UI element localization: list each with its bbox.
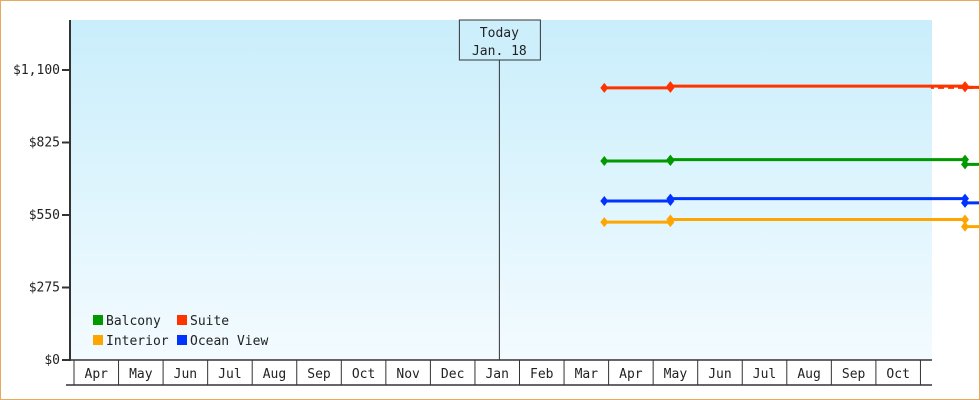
data-point [666,196,675,207]
data-point [961,221,969,232]
x-tick-label: Jun [174,367,197,382]
data-point [600,82,609,93]
y-tick-label: $825 [29,136,60,151]
x-tick-label: Apr [85,367,109,382]
x-tick-label: Oct [352,367,375,382]
data-point [600,155,609,166]
today-box [458,19,541,61]
legend-swatch [93,315,103,325]
today-date: Jan. 18 [472,44,527,59]
y-tick-label: $0 [44,353,60,368]
legend-swatch [177,315,187,325]
history-line-suite [604,84,979,90]
data-point [666,82,675,93]
x-tick-label: Sep [307,367,331,382]
legend-label: Suite [190,314,229,329]
x-tick-label: Jan [485,367,508,382]
data-point [666,217,675,228]
today-label: Today [480,26,519,41]
x-tick-label: Oct [886,367,909,382]
y-tick-label: $1,100 [13,63,60,78]
data-point [666,155,675,166]
x-tick-label: Apr [619,367,643,382]
data-point [961,214,969,225]
x-tick-label: Jun [708,367,731,382]
x-tick-label: Jul [753,367,776,382]
y-tick-label: $550 [29,208,60,223]
data-point [600,196,609,207]
legend-label: Balcony [106,314,161,329]
x-tick-label: Aug [263,367,286,382]
legend-swatch [93,335,103,345]
x-tick-label: Feb [530,367,554,382]
legend-label: Ocean View [190,334,268,349]
legend-label: Interior [106,334,169,349]
plot-area [70,20,932,360]
x-tick-label: Sep [842,367,866,382]
x-tick-label: Dec [441,367,464,382]
data-point [600,217,609,228]
x-tick-label: May [129,367,153,382]
x-tick-label: Nov [396,367,420,382]
x-tick-label: Jul [218,367,241,382]
data-point [961,193,969,204]
legend-swatch [177,335,187,345]
x-tick-label: Mar [575,367,599,382]
x-tick-label: Aug [797,367,820,382]
x-tick-label: May [664,367,688,382]
data-point [961,154,969,165]
data-point [961,81,969,92]
y-tick-label: $275 [29,281,60,296]
